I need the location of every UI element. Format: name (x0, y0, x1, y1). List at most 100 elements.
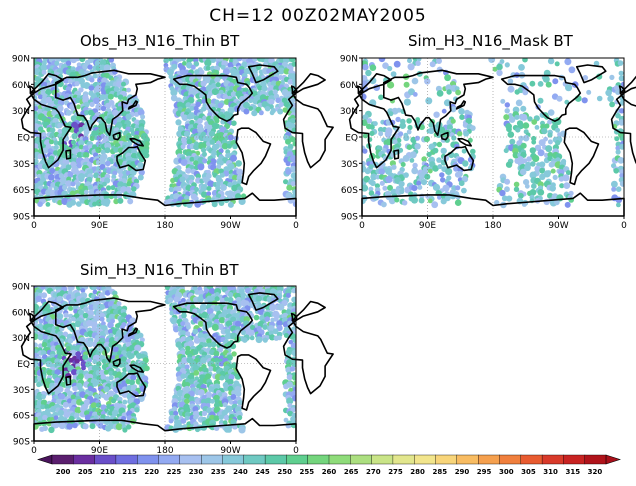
colorbar-label: 310 (543, 468, 558, 476)
continent-south-america (235, 127, 272, 186)
colorbar: 200 205 210 215 220 225 230 235 240 245 250 255 260 2… (37, 454, 621, 476)
continent-africa-europe-wrap (282, 300, 334, 395)
colorbar-swatch (222, 454, 245, 465)
lon-tick-label: 90E (91, 446, 108, 456)
colorbar-label: 260 (322, 468, 337, 476)
island-new-guinea (457, 138, 472, 147)
colorbar-swatch (286, 454, 309, 465)
continent-south-america (563, 127, 600, 186)
lon-tick-label: 90E (419, 221, 436, 231)
continent-north-america (500, 74, 582, 122)
lat-tick-label: 90N (340, 55, 358, 65)
island-borneo (440, 131, 449, 141)
lat-tick-label: EQ (345, 134, 358, 144)
continent-africa-europe (20, 300, 72, 395)
colorbar-swatch (478, 454, 501, 465)
colorbar-label: 315 (565, 468, 580, 476)
colorbar-swatch (584, 454, 607, 465)
island-borneo (112, 131, 121, 141)
reference-lines (34, 286, 296, 441)
lat-tick-label: 60S (13, 412, 30, 422)
colorbar-swatch (158, 454, 181, 465)
lon-tick-label: 180 (156, 221, 173, 231)
lon-tick-label: 90W (220, 221, 240, 231)
colorbar-swatch (371, 454, 394, 465)
colorbar-swatch (435, 454, 458, 465)
colorbar-swatch (115, 454, 138, 465)
lon-tick-label: 0 (293, 446, 299, 456)
lat-tick-label: 90S (13, 213, 30, 223)
continent-africa-europe (20, 73, 72, 169)
lat-tick-label: 60S (341, 186, 358, 196)
lon-tick-label: 0 (359, 221, 365, 231)
lat-tick-label: EQ (17, 134, 30, 144)
continent-north-america (172, 74, 254, 122)
colorbar-swatch (200, 454, 223, 465)
island-new-guinea (129, 138, 144, 147)
continent-asia (55, 69, 166, 136)
lon-tick-label: 90W (548, 221, 568, 231)
reference-lines (34, 58, 296, 216)
continent-australia (116, 372, 147, 397)
colorbar-swatch (499, 454, 522, 465)
lat-tick-label: 90S (341, 213, 358, 223)
continent-north-america (172, 302, 254, 349)
lat-tick-label: 30S (13, 160, 30, 170)
colorbar-label: 200 (56, 468, 71, 476)
continent-africa-europe-wrap (282, 73, 334, 169)
colorbar-label: 215 (122, 468, 137, 476)
continent-australia (116, 145, 147, 172)
continent-greenland (247, 64, 279, 84)
colorbar-swatch (563, 454, 586, 465)
colorbar-label: 320 (588, 468, 603, 476)
page-title: CH=12 00Z02MAY2005 (209, 6, 427, 26)
continent-asia (55, 297, 166, 363)
colorbar-swatch (243, 454, 266, 465)
lat-tick-label: 30S (13, 386, 30, 396)
continent-africa-europe-wrap (610, 75, 636, 165)
colorbar-swatch (179, 454, 202, 465)
lon-tick-label: 90W (220, 446, 240, 456)
colorbar-label: 265 (344, 468, 359, 476)
continent-africa-europe (348, 73, 400, 169)
colorbar-label: 235 (211, 468, 226, 476)
lat-tick-label: 60N (12, 81, 30, 91)
lat-tick-label: 90S (13, 438, 30, 448)
colorbar-swatch (541, 454, 564, 465)
island-madagascar (393, 149, 400, 160)
lon-tick-label: 180 (156, 446, 173, 456)
colorbar-label: 225 (167, 468, 182, 476)
colorbar-label: 205 (78, 468, 93, 476)
colorbar-swatch (350, 454, 373, 465)
colorbar-swatch (51, 454, 74, 465)
colorbar-label: 270 (366, 468, 381, 476)
colorbar-label: 230 (189, 468, 204, 476)
lon-tick-label: 180 (484, 221, 501, 231)
observation-dots (362, 58, 624, 209)
reference-lines (362, 58, 624, 216)
colorbar-swatch (136, 454, 159, 465)
panel-title-sim-mask: Sim_H3_N16_Mask BT (408, 32, 573, 50)
island-japan (455, 100, 467, 110)
continent-south-america (235, 354, 272, 411)
colorbar-label: 300 (499, 468, 514, 476)
lon-tick-label: 0 (31, 221, 37, 231)
colorbar-label: 305 (521, 468, 536, 476)
lat-tick-label: 60N (340, 81, 358, 91)
lon-tick-label: 0 (31, 446, 37, 456)
panel-title-obs-thin: Obs_H3_N16_Thin BT (80, 32, 240, 50)
lat-tick-label: 90N (12, 55, 30, 65)
colorbar-label: 275 (388, 468, 403, 476)
colorbar-swatch (392, 454, 415, 465)
colorbar-swatch (414, 454, 437, 465)
colorbar-over-arrow (605, 454, 621, 465)
island-madagascar (65, 375, 72, 386)
lat-tick-label: EQ (17, 360, 30, 370)
colorbar-label: 290 (455, 468, 470, 476)
continent-greenland (247, 292, 279, 311)
